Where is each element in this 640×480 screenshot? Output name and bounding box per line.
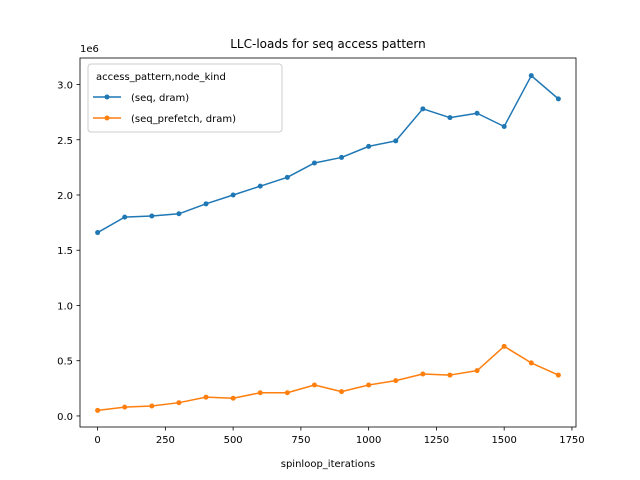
y-offset-label: 1e6: [80, 44, 99, 55]
series-0-point: [176, 211, 182, 217]
series-1-point: [501, 343, 507, 349]
series-0-point: [339, 154, 345, 160]
legend-swatch-marker: [104, 94, 110, 100]
series-0-point: [528, 73, 534, 79]
series-1-point: [176, 400, 182, 406]
legend-title: access_pattern,node_kind: [96, 72, 226, 83]
series-1-point: [203, 394, 209, 400]
series-1-point: [149, 403, 155, 409]
series-line-1: [97, 345, 559, 412]
x-tick-label: 1000: [356, 435, 381, 446]
legend-frame: [87, 63, 283, 133]
series-1-point: [339, 389, 345, 395]
x-tick-label: 1250: [424, 435, 449, 446]
y-tick-label: 0.5: [57, 357, 73, 368]
y-tick-label: 1.5: [57, 246, 73, 257]
x-tick-label: 0: [94, 435, 100, 446]
series-1-point: [311, 382, 317, 388]
y-tick-label: 3.0: [57, 81, 73, 92]
y-tick-label: 0.0: [57, 412, 73, 423]
series-0-point: [230, 192, 236, 198]
legend-swatch-marker: [104, 115, 110, 121]
series-1-point: [257, 390, 263, 396]
axes-frame: [79, 57, 577, 428]
series-0-point: [555, 96, 561, 102]
series-0-point: [122, 214, 128, 220]
series-1-point: [95, 407, 101, 413]
series-0-point: [149, 213, 155, 219]
series-0-point: [393, 138, 399, 144]
series-1-point: [122, 404, 128, 410]
x-tick-label: 250: [156, 435, 175, 446]
series-1-point: [555, 372, 561, 378]
y-tick-label: 2.5: [57, 136, 73, 147]
series-1-point: [393, 378, 399, 384]
series-0-point: [501, 124, 507, 129]
x-tick-label: 500: [224, 435, 243, 446]
chart-title: LLC-loads for seq access pattern: [230, 37, 426, 51]
x-tick-label: 750: [291, 435, 310, 446]
series-0-point: [447, 115, 453, 121]
legend: access_pattern,node_kind (seq, dram) (seq_…: [87, 63, 283, 133]
series-line-0: [97, 74, 559, 234]
series-0-point: [311, 160, 317, 166]
series-1-point: [284, 390, 290, 396]
series-0-point: [474, 110, 480, 116]
series-1-point: [447, 372, 453, 378]
y-tick-label: 1.0: [57, 301, 73, 312]
series-0-point: [203, 201, 209, 207]
legend-label: (seq_prefetch, dram): [131, 114, 236, 125]
plot-area: 0 250 500 750 1000 1250 1500 1750 0.0 0.5 1.0 1.5 2.…: [57, 57, 585, 446]
series-1-point: [420, 371, 426, 377]
series-0-point: [257, 183, 263, 189]
series-0-point: [284, 174, 290, 180]
x-tick-label: 1500: [491, 435, 516, 446]
x-axis-label: spinloop_iterations: [281, 459, 376, 470]
series-1-point: [230, 395, 236, 401]
legend-label: (seq, dram): [131, 93, 189, 104]
series-1-point: [528, 360, 534, 366]
y-tick-label: 2.0: [57, 191, 73, 202]
series-0-point: [95, 230, 101, 236]
series-0-point: [366, 143, 372, 149]
series-1-point: [474, 368, 480, 374]
series-0-point: [420, 106, 426, 112]
x-tick-label: 1750: [559, 435, 584, 446]
series-1-point: [366, 382, 372, 388]
